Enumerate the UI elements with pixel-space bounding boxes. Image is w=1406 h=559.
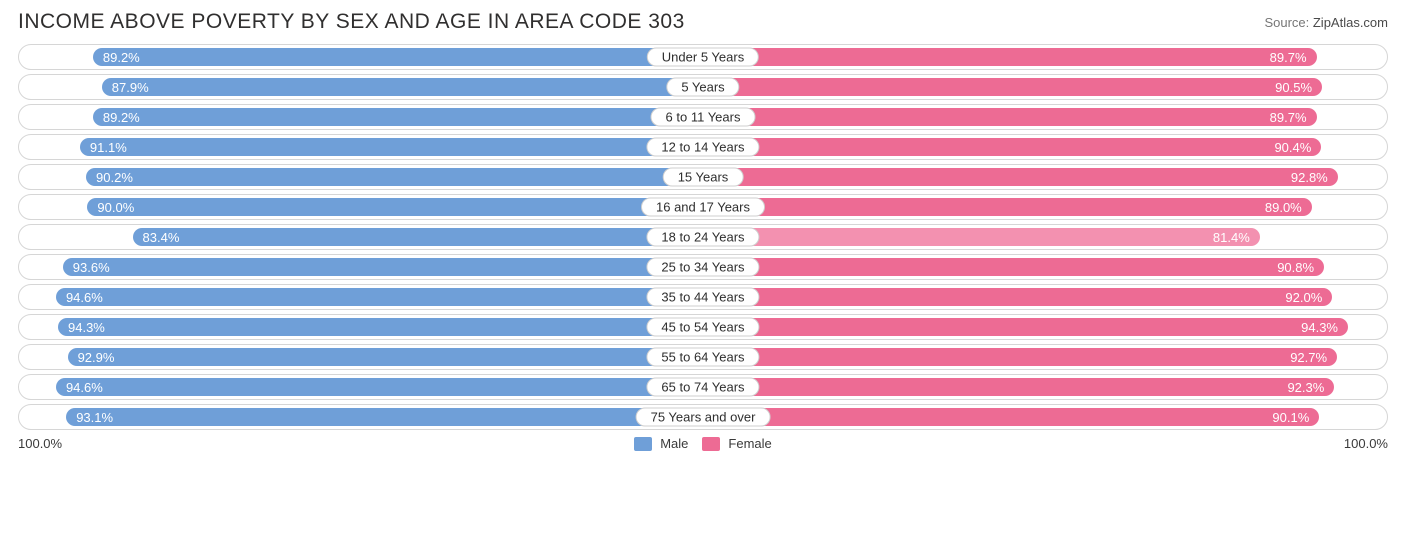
female-bar: 89.7% [703, 108, 1317, 126]
male-value: 83.4% [143, 230, 180, 245]
bar-row: 83.4% 81.4% 18 to 24 Years [18, 224, 1388, 250]
female-bar: 90.1% [703, 408, 1319, 426]
male-bar: 89.2% [93, 108, 703, 126]
male-value: 90.0% [97, 200, 134, 215]
male-bar: 93.1% [66, 408, 703, 426]
category-label: 12 to 14 Years [646, 138, 759, 157]
bar-row: 94.3% 94.3% 45 to 54 Years [18, 314, 1388, 340]
female-value: 81.4% [1213, 230, 1250, 245]
male-bar: 90.0% [87, 198, 703, 216]
female-bar: 92.8% [703, 168, 1338, 186]
female-value: 89.0% [1265, 200, 1302, 215]
male-value: 90.2% [96, 170, 133, 185]
male-value: 89.2% [103, 50, 140, 65]
male-bar: 89.2% [93, 48, 703, 66]
bar-row: 89.2% 89.7% Under 5 Years [18, 44, 1388, 70]
category-label: 5 Years [666, 78, 739, 97]
bar-row: 87.9% 90.5% 5 Years [18, 74, 1388, 100]
category-label: 25 to 34 Years [646, 258, 759, 277]
male-value: 93.6% [73, 260, 110, 275]
source-prefix: Source: [1264, 15, 1312, 30]
bar-row: 89.2% 89.7% 6 to 11 Years [18, 104, 1388, 130]
male-bar: 83.4% [133, 228, 703, 246]
bar-row: 90.2% 92.8% 15 Years [18, 164, 1388, 190]
bar-row: 93.1% 90.1% 75 Years and over [18, 404, 1388, 430]
female-value: 89.7% [1270, 50, 1307, 65]
chart-rows: 89.2% 89.7% Under 5 Years 87.9% 90.5% 5 Years… [18, 44, 1388, 430]
female-bar: 90.4% [703, 138, 1321, 156]
category-label: Under 5 Years [647, 48, 759, 67]
male-value: 87.9% [112, 80, 149, 95]
bar-row: 94.6% 92.0% 35 to 44 Years [18, 284, 1388, 310]
female-bar: 89.7% [703, 48, 1317, 66]
legend-label-female: Female [728, 436, 771, 451]
source-site: ZipAtlas.com [1313, 15, 1388, 30]
female-value: 89.7% [1270, 110, 1307, 125]
bar-row: 90.0% 89.0% 16 and 17 Years [18, 194, 1388, 220]
female-value: 90.5% [1275, 80, 1312, 95]
female-bar: 81.4% [703, 228, 1260, 246]
chart-footer: 100.0% Male Female 100.0% [18, 436, 1388, 451]
male-bar: 90.2% [86, 168, 703, 186]
female-value: 92.3% [1287, 380, 1324, 395]
male-value: 92.9% [78, 350, 115, 365]
male-bar: 94.3% [58, 318, 703, 336]
chart-header: INCOME ABOVE POVERTY BY SEX AND AGE IN A… [18, 10, 1388, 34]
axis-label-left: 100.0% [18, 436, 62, 451]
legend-swatch-male [634, 437, 652, 451]
legend: Male Female [634, 436, 772, 451]
legend-swatch-female [702, 437, 720, 451]
category-label: 15 Years [663, 168, 744, 187]
female-value: 90.4% [1274, 140, 1311, 155]
female-bar: 92.0% [703, 288, 1332, 306]
bar-row: 93.6% 90.8% 25 to 34 Years [18, 254, 1388, 280]
bar-row: 94.6% 92.3% 65 to 74 Years [18, 374, 1388, 400]
female-bar: 92.7% [703, 348, 1337, 366]
female-bar: 90.8% [703, 258, 1324, 276]
female-value: 92.0% [1285, 290, 1322, 305]
axis-label-right: 100.0% [1344, 436, 1388, 451]
male-bar: 94.6% [56, 288, 703, 306]
legend-item-female: Female [702, 436, 771, 451]
female-bar: 92.3% [703, 378, 1334, 396]
chart-title: INCOME ABOVE POVERTY BY SEX AND AGE IN A… [18, 10, 685, 34]
category-label: 35 to 44 Years [646, 288, 759, 307]
male-bar: 94.6% [56, 378, 703, 396]
category-label: 18 to 24 Years [646, 228, 759, 247]
bar-row: 92.9% 92.7% 55 to 64 Years [18, 344, 1388, 370]
legend-item-male: Male [634, 436, 688, 451]
category-label: 55 to 64 Years [646, 348, 759, 367]
category-label: 6 to 11 Years [651, 108, 756, 127]
female-value: 92.8% [1291, 170, 1328, 185]
male-value: 94.6% [66, 380, 103, 395]
male-value: 91.1% [90, 140, 127, 155]
bar-row: 91.1% 90.4% 12 to 14 Years [18, 134, 1388, 160]
female-value: 92.7% [1290, 350, 1327, 365]
legend-label-male: Male [660, 436, 688, 451]
male-bar: 93.6% [63, 258, 703, 276]
category-label: 45 to 54 Years [646, 318, 759, 337]
male-bar: 92.9% [68, 348, 703, 366]
female-bar: 90.5% [703, 78, 1322, 96]
female-value: 90.1% [1272, 410, 1309, 425]
category-label: 65 to 74 Years [646, 378, 759, 397]
female-value: 94.3% [1301, 320, 1338, 335]
male-value: 89.2% [103, 110, 140, 125]
female-bar: 89.0% [703, 198, 1312, 216]
male-value: 94.3% [68, 320, 105, 335]
female-value: 90.8% [1277, 260, 1314, 275]
male-value: 93.1% [76, 410, 113, 425]
male-bar: 87.9% [102, 78, 703, 96]
category-label: 16 and 17 Years [641, 198, 765, 217]
male-bar: 91.1% [80, 138, 703, 156]
category-label: 75 Years and over [636, 408, 771, 427]
chart-source: Source: ZipAtlas.com [1264, 15, 1388, 30]
chart-container: INCOME ABOVE POVERTY BY SEX AND AGE IN A… [0, 0, 1406, 457]
female-bar: 94.3% [703, 318, 1348, 336]
male-value: 94.6% [66, 290, 103, 305]
